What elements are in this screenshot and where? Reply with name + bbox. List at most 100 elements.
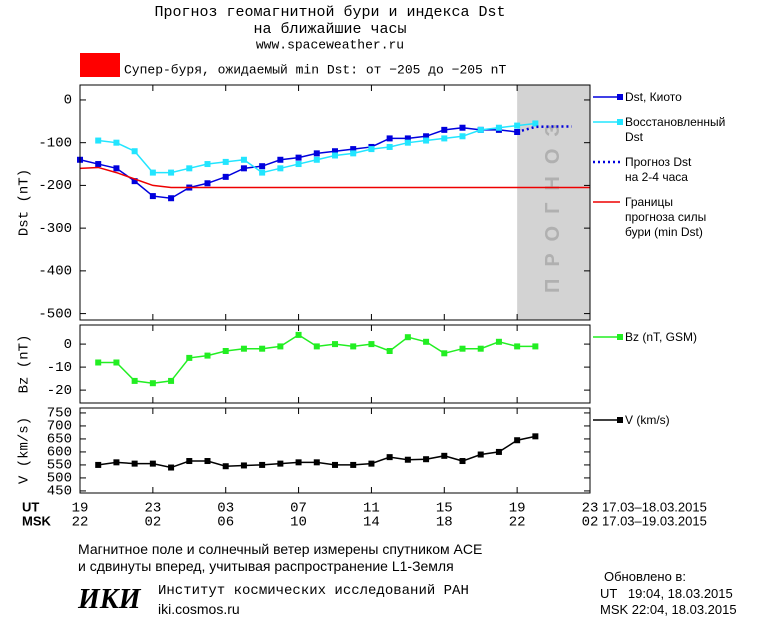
marker (222, 463, 229, 470)
marker (441, 135, 448, 142)
marker (113, 165, 120, 172)
x-axis-msk: MSK (22, 513, 52, 528)
title: Прогноз геомагнитной бури и индекса Dst (154, 4, 505, 21)
marker (259, 169, 266, 176)
marker (240, 462, 247, 469)
marker (277, 165, 284, 172)
marker (313, 459, 320, 466)
marker (459, 345, 466, 352)
marker (149, 193, 156, 200)
url: iki.cosmos.ru (158, 601, 240, 617)
series-line (98, 334, 536, 384)
marker (295, 459, 302, 466)
x-tick-label-msk: 22 (509, 515, 526, 531)
marker (149, 169, 156, 176)
marker (423, 133, 430, 140)
marker (131, 377, 138, 384)
marker (186, 354, 193, 361)
marker (332, 152, 338, 159)
panel-frame (79, 324, 591, 404)
panel-frame (79, 84, 591, 321)
x-tick-label-msk: 02 (582, 515, 599, 531)
marker (222, 348, 229, 354)
marker (131, 178, 138, 185)
marker (222, 158, 229, 165)
marker (386, 143, 393, 150)
marker (222, 173, 229, 180)
marker (95, 461, 102, 468)
marker (149, 380, 156, 387)
marker (113, 359, 120, 366)
legend-label: Восстановленный Dst (625, 115, 726, 144)
x-tick-label: 19 (72, 501, 89, 517)
marker (459, 458, 466, 465)
y-axis-label: V (km/s) (17, 417, 33, 484)
x-tick-label: 07 (290, 501, 307, 517)
marker (404, 135, 411, 142)
marker (441, 126, 448, 133)
marker (95, 137, 102, 144)
marker (186, 458, 193, 465)
y-tick-label: 600 (47, 445, 72, 461)
marker (532, 120, 539, 127)
marker (204, 161, 211, 168)
marker (168, 464, 175, 471)
legend-label: Dst, Киото (625, 90, 682, 104)
subtitle: на ближайшие часы (253, 21, 406, 38)
range-ut: 17.03–18.03.2015 (602, 499, 707, 514)
updated-msk: MSK 22:04, 18.03.2015 (600, 602, 737, 617)
marker (313, 156, 320, 163)
marker (386, 348, 393, 354)
marker (259, 163, 266, 170)
marker (350, 146, 357, 153)
note: и сдвинуты вперед, учитывая распростране… (78, 558, 454, 574)
x-tick-label-msk: 22 (72, 515, 89, 531)
marker (259, 345, 266, 352)
range-msk: 17.03–19.03.2015 (602, 513, 707, 528)
marker (113, 139, 120, 146)
marker (459, 133, 466, 140)
marker (240, 345, 247, 352)
x-tick-label: 23 (144, 501, 161, 517)
marker (495, 124, 502, 131)
marker (277, 460, 284, 467)
marker (295, 161, 302, 168)
site: www.spaceweather.ru (256, 37, 404, 52)
updated: Обновлено в: (604, 569, 686, 584)
legend-marker (617, 334, 623, 340)
marker (186, 165, 193, 172)
y-tick-label: 0 (64, 93, 72, 109)
marker (368, 341, 375, 348)
marker (514, 437, 521, 444)
x-tick-label: 23 (582, 501, 599, 517)
x-tick-label: 19 (509, 501, 526, 517)
y-tick-label: 550 (47, 458, 72, 474)
marker (404, 456, 411, 463)
y-tick-label: -500 (38, 306, 72, 322)
x-tick-label: 11 (363, 501, 380, 517)
y-tick-label: 750 (47, 406, 72, 422)
marker (386, 135, 393, 142)
logo: ИКИ (78, 584, 141, 615)
marker (495, 448, 502, 455)
y-tick-label: 700 (47, 419, 72, 435)
marker (477, 345, 484, 352)
marker (423, 338, 430, 345)
marker (131, 148, 138, 155)
marker (204, 458, 211, 465)
marker (386, 454, 393, 461)
marker (368, 460, 375, 467)
y-tick-label: -100 (38, 135, 72, 151)
marker (332, 341, 338, 348)
marker (95, 161, 102, 168)
marker (95, 359, 102, 366)
marker (204, 180, 211, 187)
marker (313, 343, 320, 350)
legend-label: Bz (nT, GSM) (625, 330, 698, 344)
panel-frame (79, 407, 591, 494)
x-tick-label-msk: 10 (290, 515, 307, 531)
marker (168, 195, 175, 202)
marker (532, 433, 539, 440)
marker (459, 124, 466, 131)
